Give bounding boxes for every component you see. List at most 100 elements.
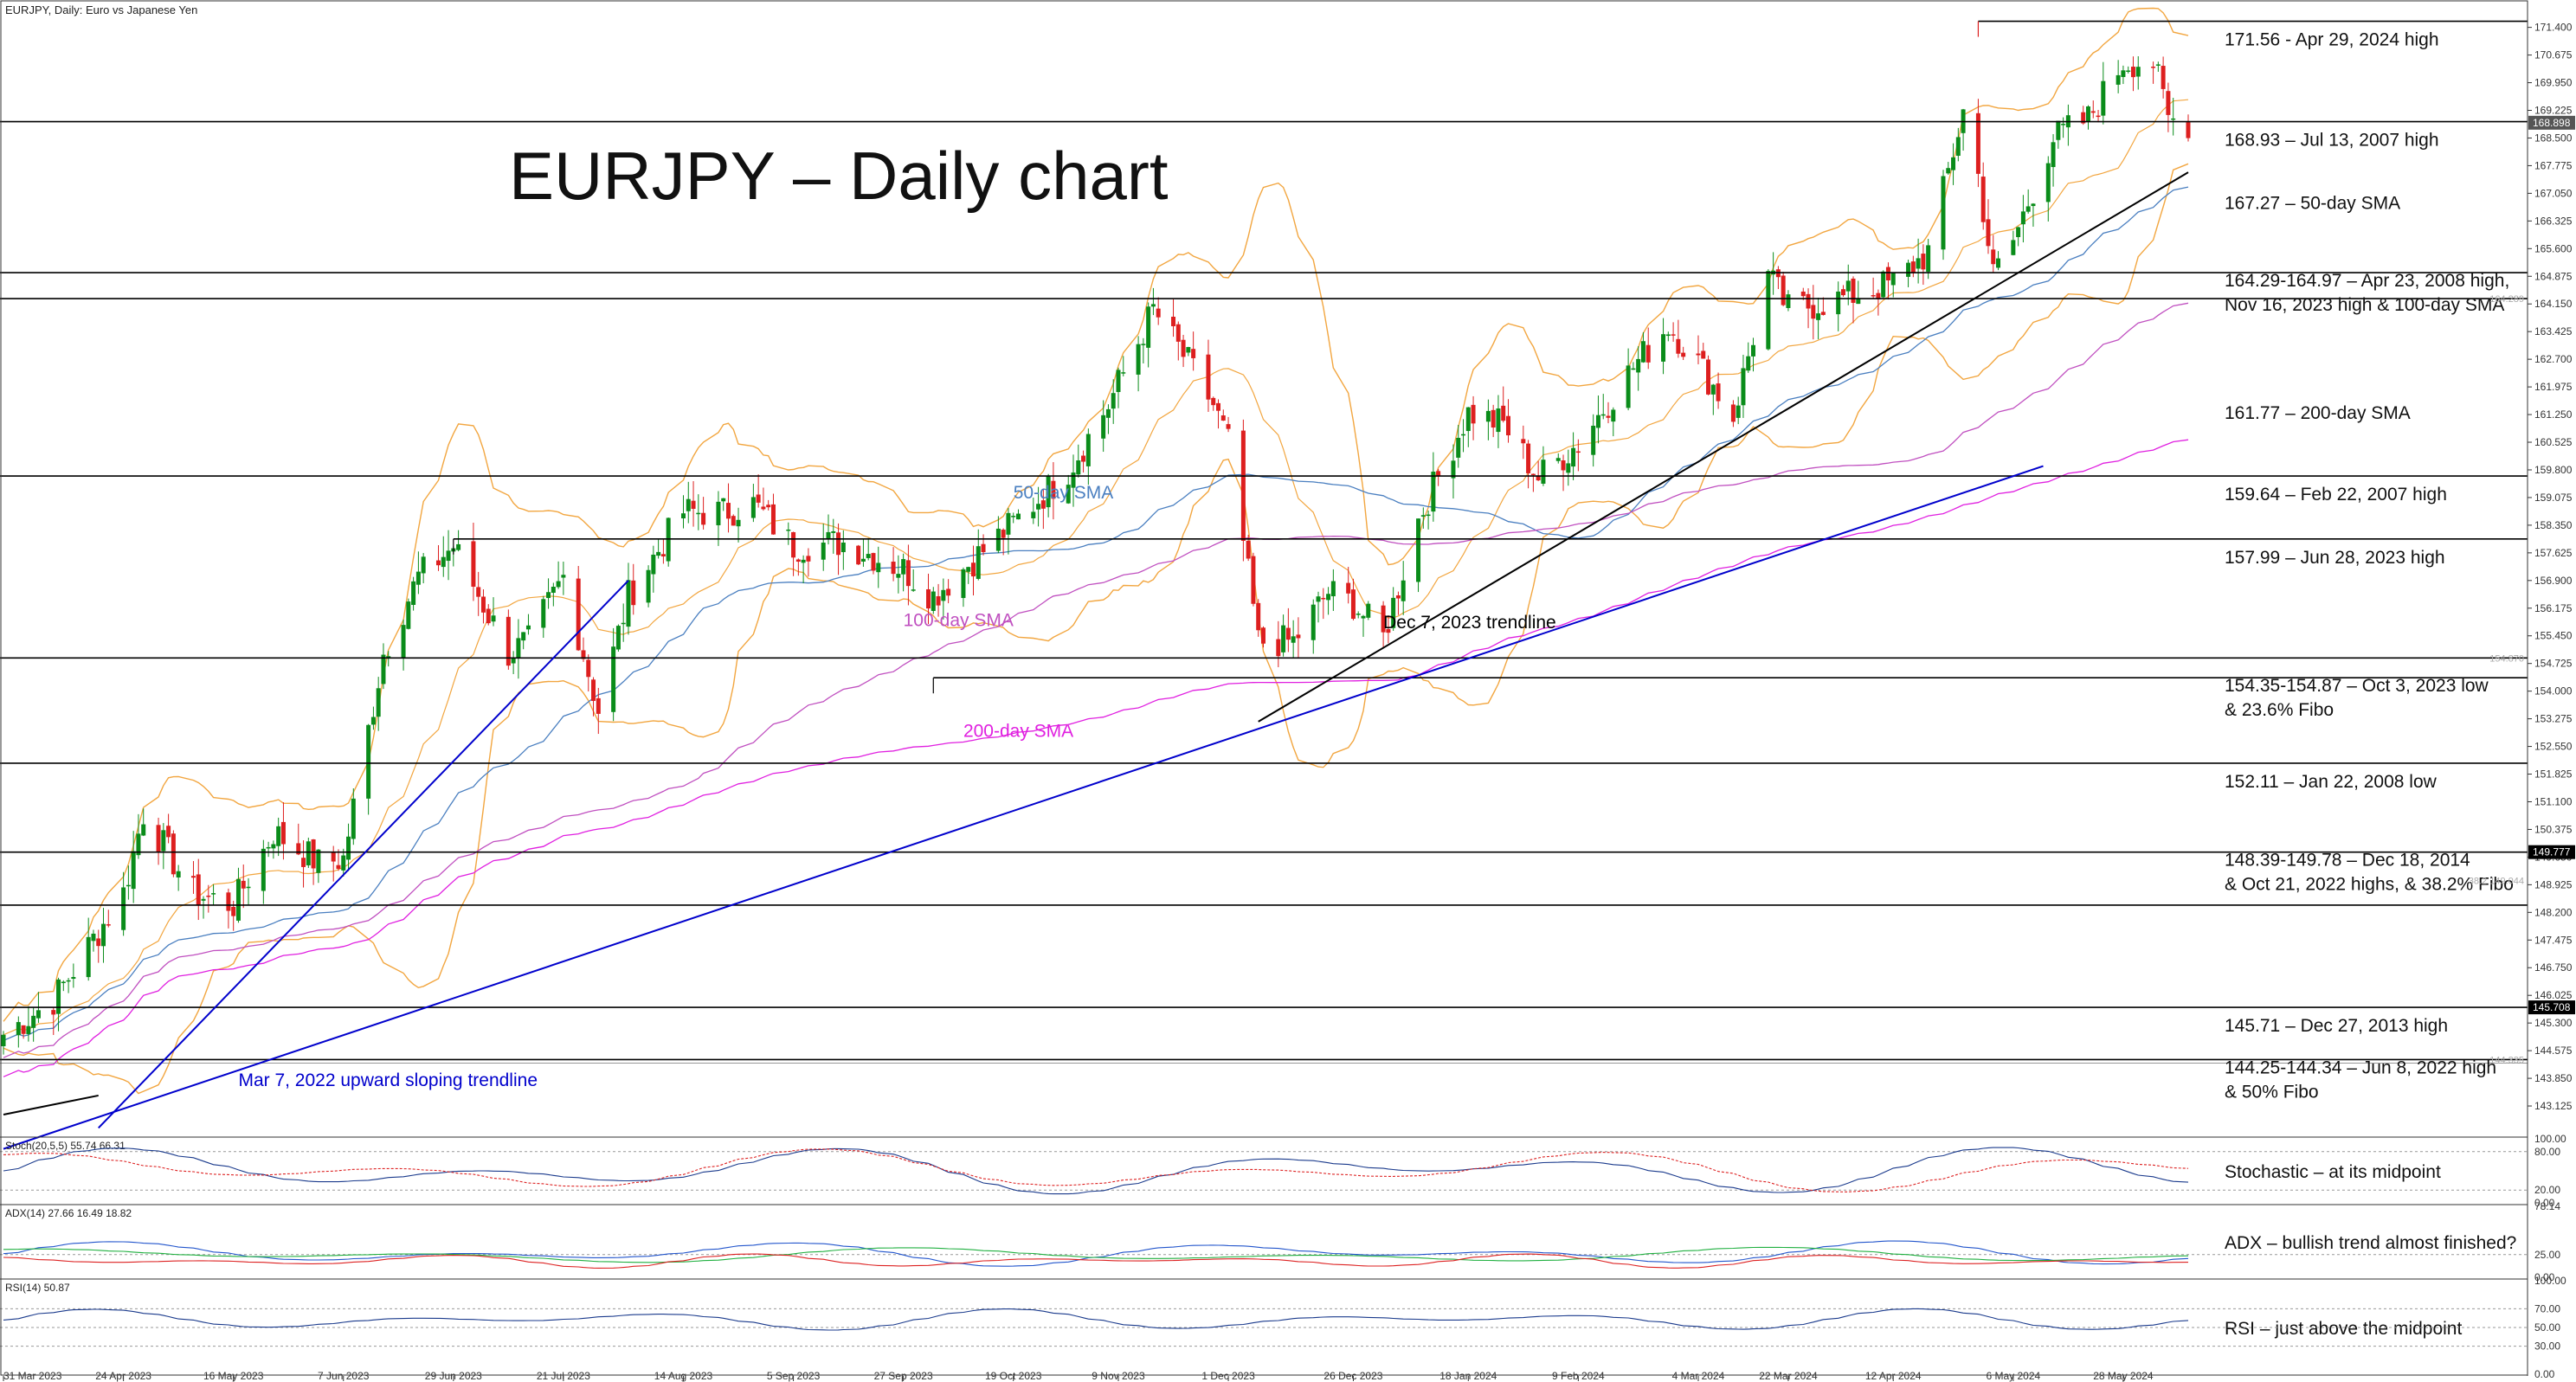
candle-body (801, 559, 806, 563)
candle-body (1260, 627, 1265, 644)
candle-body (211, 893, 216, 895)
candle-body (1285, 627, 1291, 640)
candle-body (1461, 434, 1466, 436)
candle-body (1366, 603, 1371, 618)
price-tick-label: 167.775 (2534, 159, 2573, 171)
candle-body (2155, 64, 2161, 66)
rsi-header: RSI(14) 50.87 (5, 1282, 70, 1294)
candle-body (1706, 359, 1711, 395)
candle-body (1426, 514, 1431, 517)
candle-body (56, 979, 61, 1014)
candle-body (615, 626, 621, 650)
level-label-2: Nov 16, 2023 high & 100-day SMA (2225, 295, 2504, 315)
candle-body (1566, 463, 1571, 473)
level-label: 144.25-144.34 – Jun 8, 2022 high (2225, 1057, 2496, 1077)
candle-body (1840, 289, 1845, 296)
candle-body (1311, 604, 1316, 640)
date-tick-label: 14 Aug 2023 (654, 1370, 713, 1382)
candle-body (871, 553, 876, 571)
candle-body (261, 848, 266, 891)
rsi-comment: RSI – just above the midpoint (2225, 1319, 2462, 1339)
candle-body (840, 542, 846, 553)
candle-body (1676, 338, 1681, 354)
candle-body (1171, 316, 1176, 326)
candle-body (446, 550, 451, 562)
candle-body (2126, 70, 2131, 72)
candle-body (936, 595, 941, 606)
candle-body (141, 824, 146, 836)
candle-body (660, 554, 666, 557)
candle-body (435, 560, 441, 566)
candle-body (2161, 66, 2166, 89)
candle-body (61, 981, 66, 984)
candle-body (1040, 500, 1046, 509)
candle-body (1741, 368, 1746, 406)
candle-body (1631, 368, 1636, 370)
candle-body (795, 559, 801, 562)
price-tick-label: 167.050 (2534, 187, 2573, 199)
candle-body (1836, 291, 1841, 315)
faint-price-label: 164.289 (2489, 294, 2524, 305)
candle-body (911, 589, 916, 591)
candle-body (1501, 405, 1506, 421)
level-label: 161.77 – 200-day SMA (2225, 403, 2411, 423)
candle-body (2056, 120, 2061, 140)
candle-body (2081, 112, 2086, 124)
candle-body (1121, 372, 1126, 374)
candle-body (341, 855, 346, 871)
stochastic-tick-label: 100.00 (2534, 1133, 2566, 1145)
price-tick-label: 169.950 (2534, 77, 2573, 89)
candle-body (1051, 480, 1056, 499)
candle-body (1076, 460, 1081, 475)
candle-body (2045, 163, 2051, 202)
candle-body (1420, 515, 1426, 517)
candle-body (1946, 168, 1951, 174)
date-tick-label: 4 Mar 2024 (1672, 1370, 1725, 1382)
candle-body (1391, 597, 1396, 628)
candle-body (1820, 312, 1826, 315)
faint-price-label: 154.870 (2489, 653, 2524, 664)
candle-body (1876, 292, 1881, 299)
candle-body (681, 513, 686, 519)
candle-body (161, 830, 166, 852)
candle-body (196, 874, 201, 906)
candle-body (231, 906, 236, 916)
candle-body (1611, 409, 1616, 422)
candle-body (1575, 451, 1581, 453)
candle-body (1736, 405, 1741, 418)
rsi-tick-label: 70.00 (2534, 1302, 2560, 1315)
price-tick-label: 162.700 (2534, 353, 2573, 365)
candle-body (1811, 305, 1816, 319)
candle-body (686, 498, 691, 511)
candle-body (2171, 118, 2176, 120)
candle-body (16, 1022, 21, 1036)
price-highlight (2528, 845, 2575, 859)
candle-body (1381, 605, 1386, 633)
candle-body (411, 581, 416, 606)
candle-body (621, 622, 626, 625)
candle-body (336, 865, 341, 869)
candle-body (1386, 629, 1391, 633)
candle-body (896, 574, 901, 578)
candle-body (716, 501, 721, 525)
level-label: 145.71 – Dec 27, 2013 high (2225, 1016, 2448, 1036)
candle-body (576, 578, 581, 651)
candle-body (1251, 556, 1256, 604)
candle-body (1996, 258, 2001, 268)
candle-body (806, 556, 811, 562)
candle-body (1986, 219, 1991, 247)
candle-body (190, 876, 196, 878)
candle-body (421, 556, 426, 574)
adx-line (3, 1246, 2189, 1263)
candle-body (1881, 271, 1886, 298)
candle-body (2121, 70, 2126, 78)
candle-body (926, 588, 931, 609)
date-tick-label: 9 Feb 2024 (1552, 1370, 1605, 1382)
rsi-tick-label: 30.00 (2534, 1340, 2560, 1353)
level-label: 168.93 – Jul 13, 2007 high (2225, 131, 2439, 151)
faint-price-label: 144.335 (2489, 1055, 2524, 1065)
candle-body (131, 851, 136, 890)
candle-body (931, 591, 936, 611)
date-tick-label: 24 Apr 2023 (95, 1370, 151, 1382)
candle-body (136, 833, 141, 856)
